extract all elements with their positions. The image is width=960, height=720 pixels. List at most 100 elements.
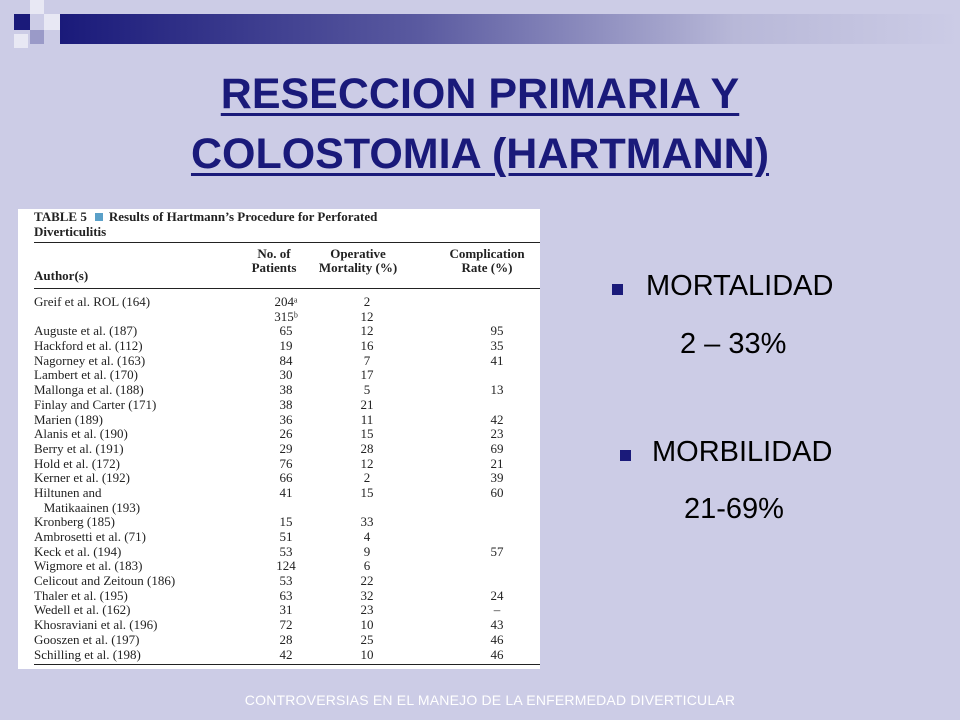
decor-square-dark — [14, 14, 30, 30]
table-body: Greif et al. ROL (164) 204ᵃ 2 315ᵇ 12 Auguste… — [34, 295, 540, 662]
cell-author: Wedell et al. (162) — [34, 602, 131, 618]
table-caption: TABLE 5 Results of Hartmann’s Procedure f… — [34, 209, 534, 239]
cell-patients: 30 — [279, 367, 293, 383]
cell-author: Greif et al. ROL (164) — [34, 294, 151, 309]
table-row: Lambert et al. (170) 30 17 — [34, 368, 540, 383]
cell-complication: 46 — [490, 646, 504, 662]
table-row: Kerner et al. (192) 66 2 39 — [34, 471, 540, 486]
cell-complication: 13 — [490, 382, 504, 398]
square-bullet-icon — [612, 284, 623, 295]
cell-mortality: 12 — [360, 308, 374, 324]
cell-mortality: 6 — [363, 558, 371, 574]
header-complication-line2: Rate (%) — [461, 260, 513, 275]
table-row: Gooszen et al. (197) 28 25 46 — [34, 631, 540, 648]
cell-author: Matikaainen (193) — [34, 499, 141, 515]
cell-patients: 66 — [279, 470, 293, 486]
table-row: Wedell et al. (162) 31 23 – — [34, 603, 540, 618]
bullet-label: MORBILIDAD — [652, 436, 833, 468]
header-author: Author(s) — [34, 268, 89, 283]
header-patients-line2: Patients — [251, 260, 297, 275]
cell-author: Berry et al. (191) — [34, 440, 124, 456]
cell-patients: 53 — [279, 543, 293, 559]
decor-square-light — [30, 0, 44, 14]
caption-square-icon — [94, 213, 103, 221]
cell-patients: 19 — [279, 338, 293, 354]
cell-patients: 36 — [279, 411, 293, 427]
cell-patients: 28 — [279, 631, 293, 647]
table-row: Hold et al. (172) 76 12 21 — [34, 455, 540, 472]
cell-author: Finlay and Carter (171) — [34, 396, 157, 412]
table-row: Berry et al. (191) 29 28 69 — [34, 440, 540, 457]
cell-complication: 46 — [490, 631, 504, 647]
title-line-2: COLOSTOMIA (HARTMANN) — [190, 130, 770, 178]
cell-mortality: 22 — [360, 573, 374, 589]
table-top-rule — [34, 242, 540, 243]
title-line-1: RESECCION PRIMARIA Y — [220, 70, 740, 118]
table-row: Thaler et al. (195) 63 32 24 — [34, 587, 540, 604]
cell-author: Mallonga et al. (188) — [34, 382, 144, 398]
table-row: Alanis et al. (190) 26 15 23 — [34, 427, 540, 442]
header-patients-line1: No. of — [257, 246, 291, 261]
cell-patients: 204ᵃ — [274, 294, 298, 309]
cell-patients: 65 — [279, 323, 293, 339]
table-row: Marien (189) 36 11 42 — [34, 411, 540, 428]
header-mortality-line2: Mortality (%) — [318, 260, 398, 275]
table-bottom-rule — [34, 664, 540, 665]
cell-complication: 43 — [490, 617, 504, 633]
cell-author: Nagorney et al. (163) — [34, 352, 146, 368]
cell-author: Gooszen et al. (197) — [34, 631, 140, 647]
cell-author: Thaler et al. (195) — [34, 587, 128, 603]
cell-mortality: 2 — [363, 294, 371, 309]
decor-square-mid — [30, 30, 44, 44]
header-complication-line1: Complication — [449, 246, 525, 261]
cell-mortality: 32 — [360, 587, 374, 603]
cell-mortality: 16 — [360, 338, 374, 354]
bullet-value-text: 2 – 33% — [680, 328, 787, 360]
cell-complication: 42 — [490, 411, 504, 427]
cell-patients: 63 — [279, 587, 293, 603]
cell-complication: 24 — [490, 587, 504, 603]
cell-mortality: 15 — [360, 426, 374, 442]
bullet-value-text: 21-69% — [684, 493, 784, 525]
table-caption-text: Results of Hartmann’s Procedure for Perf… — [108, 209, 378, 224]
header-patients: No. of Patients — [244, 247, 304, 275]
cell-mortality: 11 — [360, 411, 374, 427]
cell-complication: 60 — [490, 484, 504, 500]
cell-mortality: 12 — [360, 455, 374, 471]
cell-author: Kerner et al. (192) — [34, 470, 131, 486]
cell-complication: 35 — [490, 338, 504, 354]
decor-square-light — [44, 14, 60, 30]
cell-author: Schilling et al. (198) — [34, 646, 141, 662]
cell-patients: 38 — [279, 382, 293, 398]
table-row: Greif et al. ROL (164) 204ᵃ 2 — [34, 295, 540, 310]
cell-author: Hold et al. (172) — [34, 455, 120, 471]
table-row: Keck et al. (194) 53 9 57 — [34, 543, 540, 560]
cell-patients: 26 — [279, 426, 293, 442]
cell-mortality: 28 — [360, 440, 374, 456]
cell-complication: 39 — [490, 470, 504, 486]
cell-author: Ambrosetti et al. (71) — [34, 529, 146, 544]
cell-author: Marien (189) — [34, 411, 103, 427]
table-row: Schilling et al. (198) 42 10 46 — [34, 646, 540, 663]
cell-complication: 41 — [490, 352, 504, 368]
cell-author: Auguste et al. (187) — [34, 323, 138, 339]
hartmann-results-table: TABLE 5 Results of Hartmann’s Procedure f… — [18, 209, 540, 669]
cell-author: Khosraviani et al. (196) — [34, 617, 158, 633]
slide-title: RESECCION PRIMARIA Y COLOSTOMIA (HARTMAN… — [0, 64, 960, 184]
table-row: Ambrosetti et al. (71) 51 4 — [34, 530, 540, 545]
cell-patients: 53 — [279, 573, 293, 589]
cell-author: Wigmore et al. (183) — [34, 558, 143, 574]
table-row: Auguste et al. (187) 65 12 95 — [34, 324, 540, 339]
cell-author: Celicout and Zeitoun (186) — [34, 573, 176, 589]
table-row: Nagorney et al. (163) 84 7 41 — [34, 352, 540, 369]
cell-mortality: 10 — [360, 617, 374, 633]
header-mortality-line1: Operative — [330, 246, 386, 261]
table-row: Wigmore et al. (183) 124 6 — [34, 559, 540, 574]
cell-mortality: 25 — [360, 631, 374, 647]
cell-author: Hackford et al. (112) — [34, 338, 143, 354]
cell-mortality: 2 — [363, 470, 371, 486]
cell-complication: – — [493, 602, 501, 618]
cell-complication: 21 — [490, 455, 504, 471]
cell-mortality: 15 — [360, 484, 374, 500]
decor-square-light — [14, 34, 28, 48]
